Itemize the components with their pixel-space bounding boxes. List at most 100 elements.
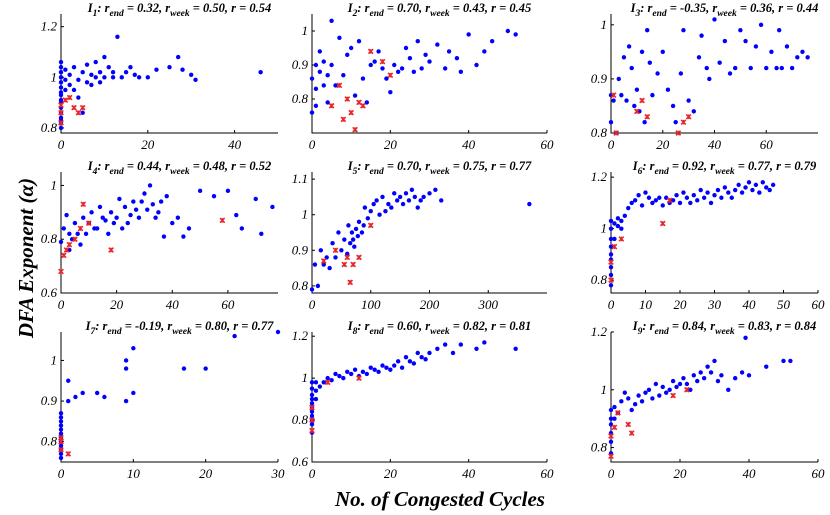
panel-3: I3: rend = -0.35, rweek = 0.36, r = 0.44… — [591, 1, 819, 152]
x-tick-label: 20 — [199, 466, 213, 481]
y-tick-label: 0.9 — [292, 57, 309, 72]
data-point-weekly — [412, 194, 418, 200]
data-point-weekly — [309, 287, 315, 292]
data-point-end — [72, 236, 78, 243]
data-point-weekly — [58, 80, 64, 85]
panel-7: I7: rend = -0.19, rweek = 0.80, r = 0.77… — [41, 319, 285, 481]
data-point-weekly — [701, 195, 707, 200]
data-point-weekly — [333, 255, 338, 260]
data-point-weekly — [608, 226, 614, 231]
data-point-weekly — [421, 194, 426, 200]
series-end — [58, 201, 226, 275]
y-tick-label: 0.8 — [591, 125, 608, 140]
data-point-weekly — [608, 119, 614, 125]
data-point-weekly — [93, 59, 98, 65]
data-point-weekly — [616, 76, 621, 82]
data-point-weekly — [309, 409, 315, 414]
data-point-weekly — [58, 415, 64, 420]
data-point-weekly — [739, 370, 745, 375]
data-point-weekly — [789, 65, 795, 71]
data-point-weekly — [712, 17, 717, 22]
data-point-end — [608, 433, 614, 439]
data-point-weekly — [309, 396, 315, 402]
data-point-weekly — [156, 210, 161, 215]
data-point-weekly — [636, 393, 641, 398]
data-point-weekly — [407, 56, 413, 61]
data-point-weekly — [345, 52, 350, 57]
data-point-weekly — [83, 231, 89, 237]
data-point-end — [80, 201, 87, 208]
title-text: = 0.83, r = 0.84 — [735, 319, 817, 333]
data-point-weekly — [123, 398, 129, 404]
data-point-weekly — [154, 67, 159, 72]
data-point-weekly — [364, 371, 370, 377]
data-point-weekly — [175, 215, 181, 220]
data-point-weekly — [513, 32, 518, 37]
series-weekly — [608, 180, 776, 288]
data-point-end — [85, 220, 92, 226]
data-point-weekly — [701, 376, 707, 381]
data-point-weekly — [712, 358, 717, 364]
data-point-end — [58, 434, 64, 441]
data-point-weekly — [131, 390, 136, 396]
data-point-end — [639, 97, 645, 104]
series-weekly — [309, 340, 518, 435]
data-point-weekly — [776, 28, 782, 33]
data-point-end — [324, 379, 331, 386]
data-point-weekly — [670, 198, 676, 203]
data-point-weekly — [123, 70, 129, 75]
title-subscript: 2 — [352, 9, 358, 19]
data-point-weekly — [670, 103, 676, 109]
title-text: = 0.80, r = 0.77 — [192, 319, 274, 333]
data-point-weekly — [757, 190, 762, 195]
data-point-weekly — [211, 194, 217, 199]
data-point-weekly — [750, 187, 755, 193]
data-point-weekly — [708, 200, 714, 206]
data-point-end — [670, 392, 676, 399]
x-tick-label: 40 — [708, 137, 722, 152]
data-point-weekly — [726, 190, 731, 195]
data-point-weekly — [313, 380, 319, 385]
y-tick-label: 0.8 — [41, 120, 58, 135]
title-text: = 0.48, r = 0.52 — [190, 159, 272, 173]
data-point-weekly — [270, 204, 275, 210]
data-point-weekly — [719, 373, 724, 378]
data-point-weekly — [664, 390, 669, 395]
data-point-end — [644, 113, 651, 120]
x-tick-label: 60 — [221, 297, 235, 312]
data-point-weekly — [372, 59, 377, 64]
data-point-weekly — [624, 98, 629, 103]
data-point-weekly — [97, 80, 103, 85]
y-tick-label: 1 — [51, 177, 58, 192]
data-point-weekly — [123, 366, 129, 371]
title-text: = 0.50, r = 0.54 — [190, 1, 272, 15]
data-point-weekly — [80, 390, 85, 396]
data-point-weekly — [758, 22, 764, 28]
series-end — [320, 222, 374, 286]
data-point-weekly — [608, 252, 614, 257]
panel-8: I8: rend = 0.60, rweek = 0.82, r = 0.81 0… — [292, 319, 554, 481]
data-point-weekly — [58, 419, 64, 424]
data-point-weekly — [698, 370, 703, 375]
y-tick-label: 1 — [601, 221, 608, 236]
data-point-weekly — [739, 190, 745, 195]
data-point-weekly — [345, 369, 350, 375]
y-tick-label: 0.8 — [41, 231, 58, 246]
data-point-weekly — [634, 87, 640, 92]
data-point-weekly — [197, 188, 203, 194]
data-point-weekly — [84, 62, 90, 67]
data-point-weekly — [392, 191, 397, 196]
data-point-weekly — [411, 69, 417, 75]
data-point-weekly — [743, 185, 748, 190]
x-tick-label: 50 — [777, 297, 791, 312]
data-point-weekly — [337, 35, 342, 40]
data-point-weekly — [753, 44, 759, 49]
data-point-end — [336, 82, 343, 89]
data-point-weekly — [650, 200, 655, 206]
title-subscript: week — [170, 9, 190, 19]
data-point-weekly — [339, 248, 344, 253]
x-tick-label: 30 — [271, 466, 286, 481]
data-point-end — [65, 451, 72, 457]
title-subscript: 6 — [638, 167, 643, 177]
title-text: = 0.70, r — [384, 159, 430, 173]
